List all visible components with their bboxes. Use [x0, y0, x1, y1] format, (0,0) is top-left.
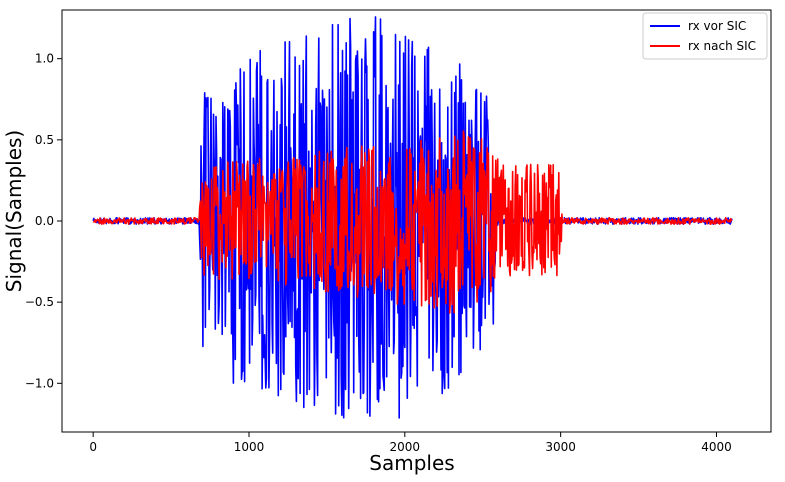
- y-tick-label: 1.0: [35, 52, 54, 66]
- legend-label-rx-nach-sic: rx nach SIC: [688, 39, 756, 53]
- x-tick-label: 4000: [701, 440, 732, 454]
- y-tick-label: −1.0: [25, 376, 54, 390]
- y-tick-label: 0.5: [35, 133, 54, 147]
- legend-box: [642, 12, 768, 60]
- y-axis-label: Signal(Samples): [2, 130, 26, 292]
- ticks-layer: 0 1000 2000 3000 4000 −1.0 −0.5 0.0 0.5 1.0: [25, 52, 732, 454]
- legend-label-rx-vor-sic: rx vor SIC: [688, 19, 746, 33]
- legend: rx vor SIC rx nach SIC: [642, 12, 768, 60]
- y-tick-label: 0.0: [35, 214, 54, 228]
- x-axis-label: Samples: [369, 451, 454, 475]
- series-line-rx-nach-sic: [92, 130, 733, 314]
- x-tick-label: 2000: [390, 440, 421, 454]
- x-tick-label: 0: [89, 440, 97, 454]
- x-tick-label: 1000: [234, 440, 265, 454]
- series-layer: [92, 16, 733, 419]
- x-tick-label: 3000: [545, 440, 576, 454]
- y-tick-label: −0.5: [25, 295, 54, 309]
